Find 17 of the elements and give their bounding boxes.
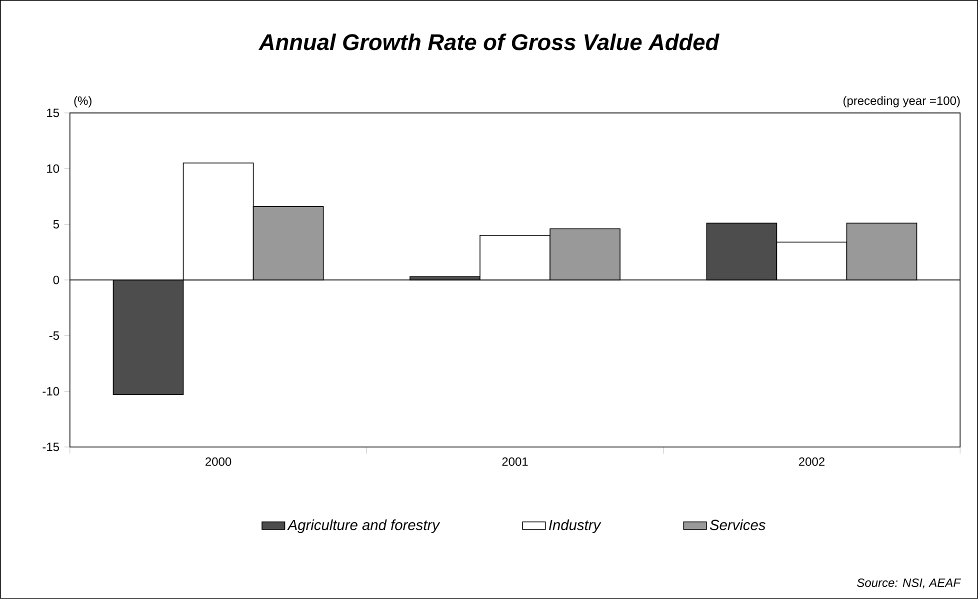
x-tick-label: 2001 bbox=[502, 457, 528, 466]
legend-label: Services bbox=[710, 519, 766, 530]
text: (preceding year =100) bbox=[843, 96, 960, 108]
y-tick-label: 0 bbox=[53, 276, 60, 284]
legend-label: Industry bbox=[548, 519, 602, 534]
chart-title: Annual Growth Rate of Gross Value Added bbox=[258, 34, 720, 50]
y-tick-label: -5 bbox=[49, 331, 60, 340]
y-tick-label: 15 bbox=[47, 108, 60, 118]
legend-label: Agriculture and forestry bbox=[287, 519, 440, 534]
y-tick-label: -15 bbox=[42, 442, 60, 452]
x-tick-label: 2000 bbox=[206, 457, 232, 466]
source-note: Source: NSI, AEAF bbox=[857, 578, 962, 588]
x-tick-label: 2002 bbox=[798, 457, 824, 466]
text: (%) bbox=[74, 96, 92, 108]
y-tick-label: 5 bbox=[53, 220, 60, 229]
y-tick-label: -10 bbox=[42, 387, 60, 396]
y-tick-label: 10 bbox=[47, 164, 60, 173]
